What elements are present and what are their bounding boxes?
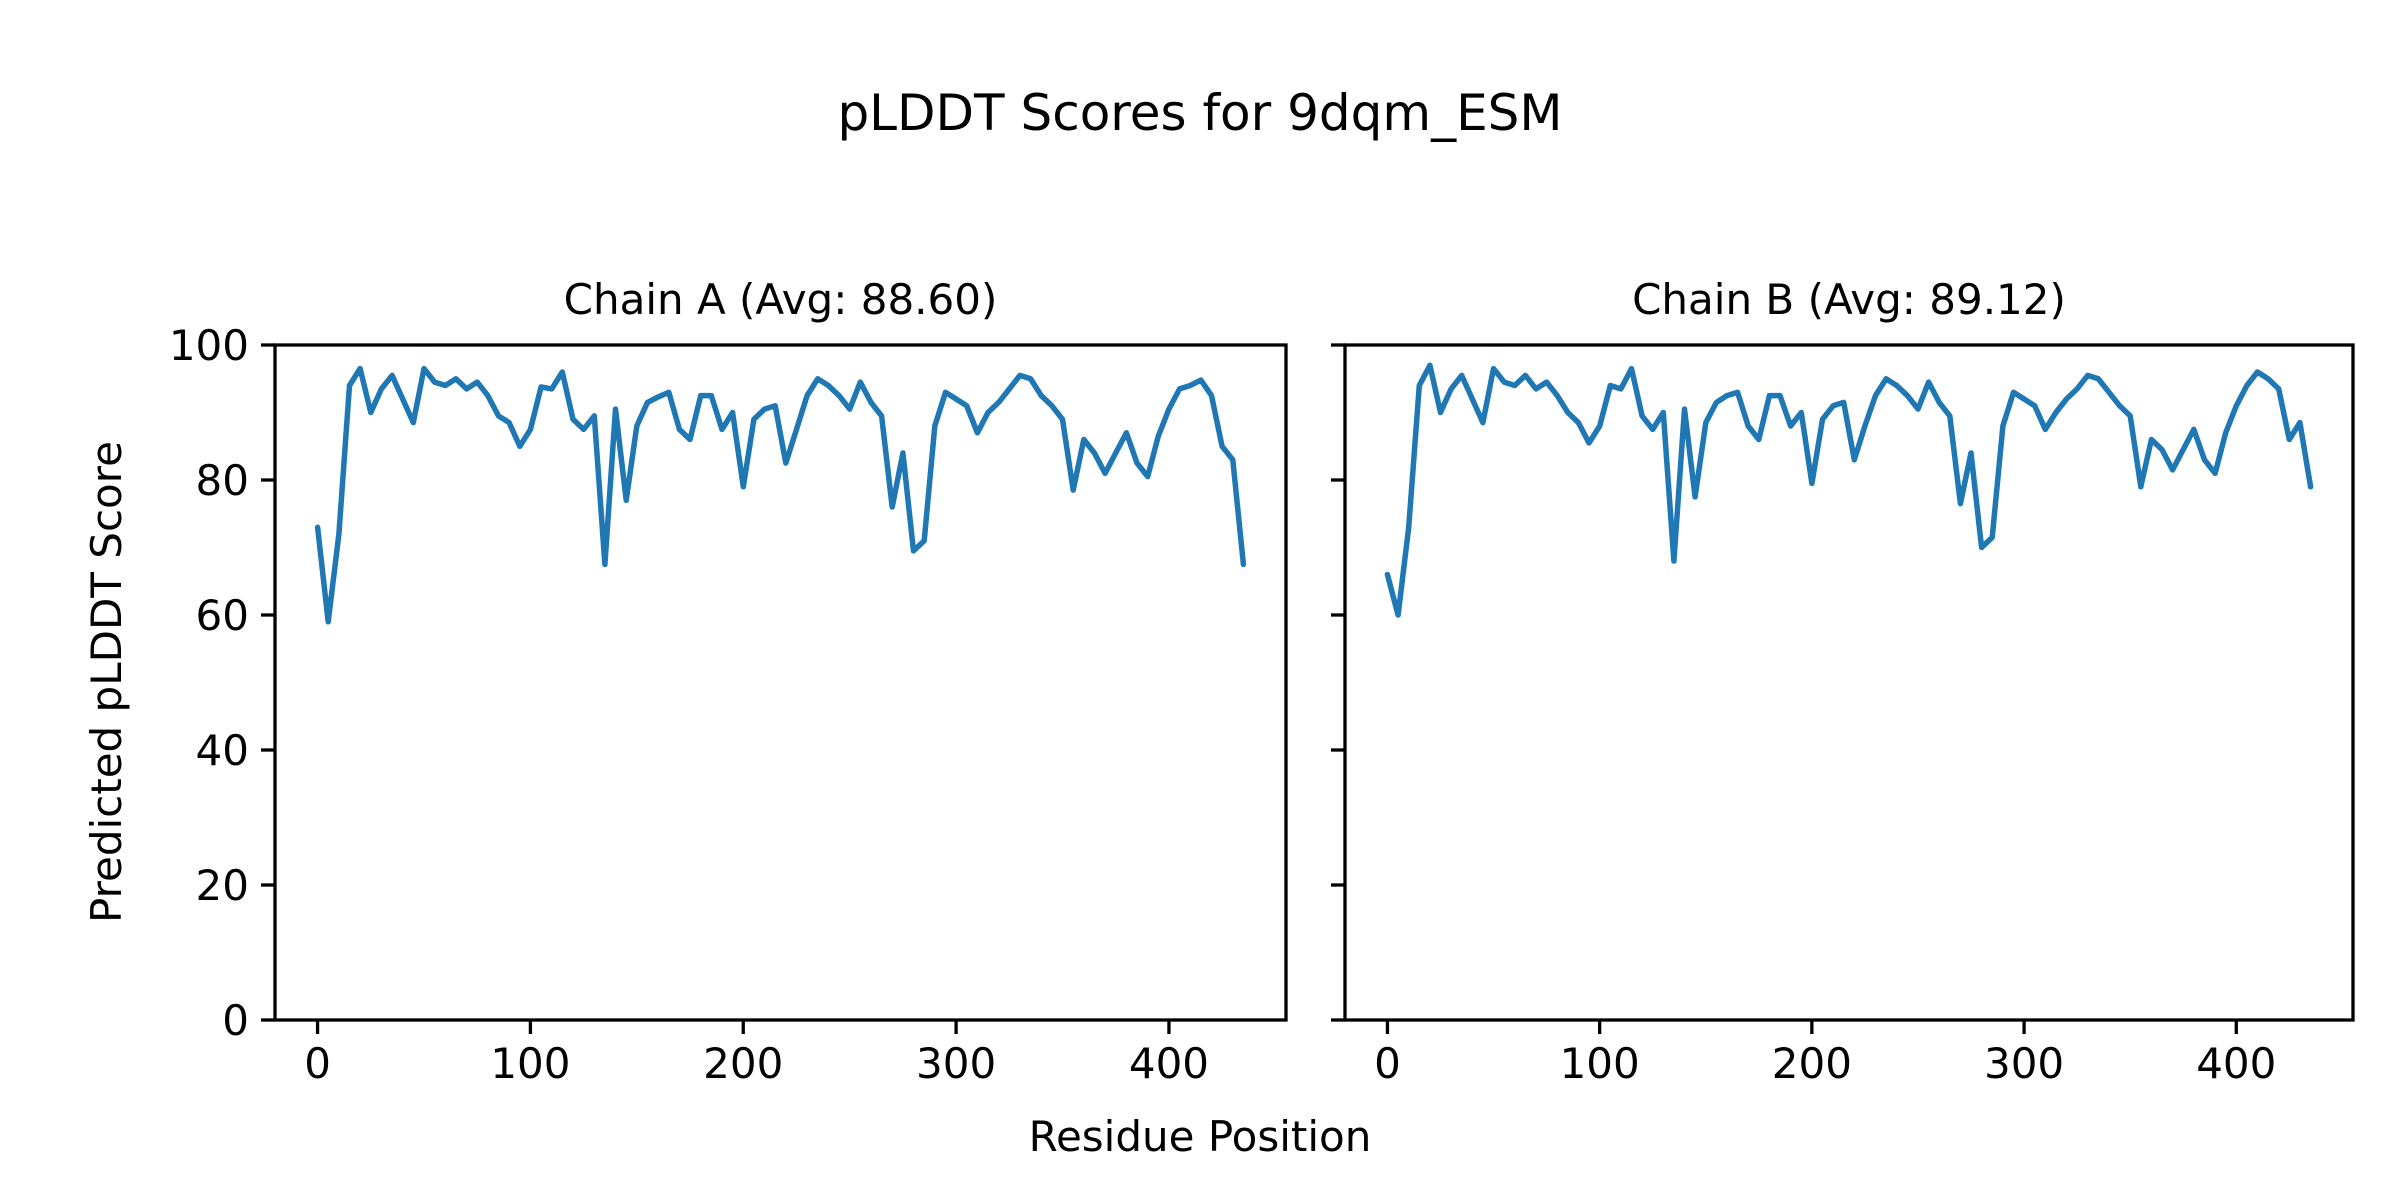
- x-tick-label: 200: [703, 1039, 783, 1088]
- chain-b-line: [1384, 362, 2314, 618]
- y-tick-label: 60: [196, 591, 249, 640]
- figure-title: pLDDT Scores for 9dqm_ESM: [837, 84, 1563, 142]
- y-tick-label: 0: [222, 996, 249, 1045]
- chain-a-title: Chain A (Avg: 88.60): [563, 275, 998, 324]
- chain-b-spines: [1343, 343, 2355, 1022]
- y-tick-label: 80: [196, 456, 249, 505]
- chain-a-spines: [273, 343, 1288, 1022]
- x-tick-label: 400: [1129, 1039, 1209, 1088]
- x-tick-label: 100: [490, 1039, 570, 1088]
- x-tick-label: 300: [916, 1039, 996, 1088]
- x-tick-label: 100: [1560, 1039, 1640, 1088]
- y-tick-label: 100: [169, 321, 249, 370]
- x-tick-label: 400: [2196, 1039, 2276, 1088]
- chain-b-plot: 0 100 200 300 400: [1331, 343, 2355, 1088]
- x-tick-label: 0: [304, 1039, 331, 1088]
- x-tick-label: 200: [1772, 1039, 1852, 1088]
- chain-a-line: [314, 365, 1247, 625]
- y-tick-label: 20: [196, 861, 249, 910]
- chain-a-plot: 0 100 200 300 400 0 20 40 60 80 100: [169, 321, 1288, 1088]
- x-tick-label: 300: [1984, 1039, 2064, 1088]
- x-axis-label: Residue Position: [1028, 1112, 1372, 1161]
- chain-b-title: Chain B (Avg: 89.12): [1632, 275, 2066, 324]
- y-tick-label: 40: [196, 726, 249, 775]
- x-tick-label: 0: [1374, 1039, 1401, 1088]
